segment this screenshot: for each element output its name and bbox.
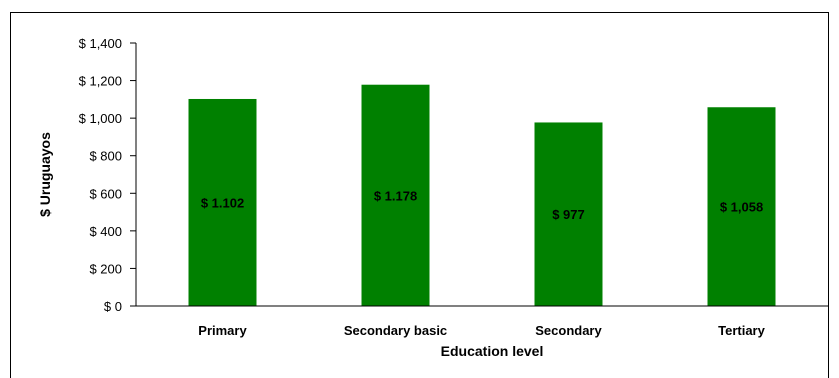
bar-secondary-basic [361, 84, 430, 306]
y-axis-ticks: $ 0 $ 200 $ 400 $ 600 $ 800 $ 1,000 $ 1,200 $ 1… [79, 36, 136, 314]
bar-secondary [534, 122, 603, 307]
x-category-label: Tertiary [718, 323, 765, 338]
x-category-label: Primary [198, 323, 247, 338]
y-tick-label: $ 1,000 [79, 111, 122, 126]
y-tick-label: $ 800 [89, 149, 122, 164]
y-axis-title: $ Uruguayos [37, 132, 53, 217]
x-category-label: Secondary [535, 323, 602, 338]
chart-frame [10, 12, 829, 378]
x-axis-category-labels: Primary Secondary basic Secondary Tertiary [198, 323, 765, 338]
bar-primary [188, 98, 257, 306]
y-tick-label: $ 200 [89, 261, 122, 276]
bar-data-label: $ 1,058 [720, 200, 763, 215]
bars [188, 84, 776, 307]
x-category-label: Secondary basic [344, 323, 447, 338]
bar-data-label: $ 1.178 [374, 188, 417, 203]
y-tick-label: $ 1,400 [79, 36, 122, 51]
y-tick-label: $ 0 [104, 299, 122, 314]
data-labels: $ 1.102 $ 1.178 $ 977 $ 1,058 [201, 188, 763, 222]
bar-data-label: $ 1.102 [201, 195, 244, 210]
bar-tertiary [707, 107, 776, 306]
y-tick-label: $ 1,200 [79, 74, 122, 89]
y-tick-label: $ 600 [89, 186, 122, 201]
y-tick-label: $ 400 [89, 224, 122, 239]
bar-data-label: $ 977 [552, 207, 585, 222]
x-axis-title: Education level [441, 343, 544, 359]
